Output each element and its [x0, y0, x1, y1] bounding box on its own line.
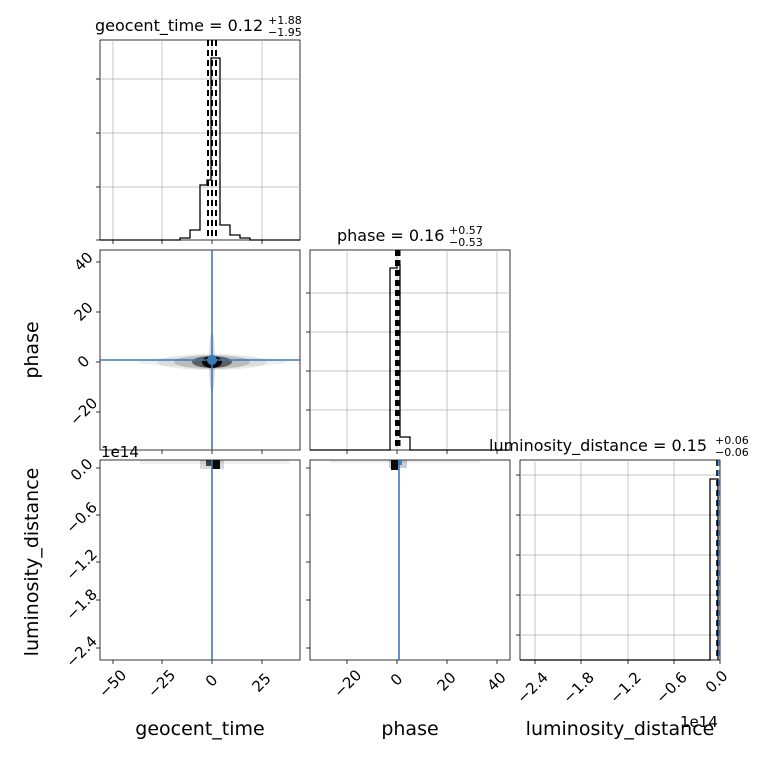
y-offset-text: 1e14	[101, 443, 139, 461]
x-axis-label-geocent-time: geocent_time	[135, 718, 264, 740]
xtick-label: −0.6	[652, 668, 690, 706]
tick-marks	[96, 261, 263, 454]
title-upper-error: +0.57	[449, 224, 483, 237]
ytick-label: 20	[71, 299, 97, 325]
panel-geocent-time-hist: geocent_time = 0.12 +1.88 −1.95	[95, 14, 302, 244]
panel-title: phase = 0.16	[337, 226, 444, 245]
xtick-label: 0.0	[702, 667, 732, 697]
histogram-step	[520, 478, 719, 661]
x-axis-label-luminosity-distance: luminosity_distance	[526, 718, 715, 740]
x-tick-labels: −2.4 −1.8 −1.2 −0.6 0.0	[513, 667, 731, 707]
panel-lumdist-vs-geocent-time: −2.4 −1.8 −1.2 −0.6 0.0 1e14 −50 −25 0 2…	[21, 443, 301, 740]
y-tick-labels: −20 0 20 40	[66, 249, 101, 430]
xtick-label: −2.4	[513, 668, 551, 706]
ytick-label: 0.0	[67, 455, 97, 485]
tick-marks	[306, 292, 498, 454]
xtick-label: −1.2	[606, 668, 644, 706]
panel-frame	[309, 249, 511, 451]
x-tick-labels: −50 −25 0 25	[95, 666, 275, 701]
grid-lines	[520, 460, 720, 660]
xtick-label: 0	[387, 670, 406, 689]
panel-title: luminosity_distance = 0.15	[489, 436, 707, 456]
panel-frame	[99, 39, 301, 241]
x-tick-labels: −20 0 20 40	[330, 666, 510, 701]
y-axis-label-phase: phase	[21, 321, 43, 378]
panel-frame	[99, 249, 301, 451]
ytick-label: 0	[74, 352, 93, 371]
grid-lines	[310, 250, 510, 450]
panel-phase-hist: phase = 0.16 +0.57 −0.53	[306, 224, 511, 454]
ytick-label: −1.8	[62, 585, 100, 623]
panel-frame	[519, 459, 721, 661]
title-lower-error: −1.95	[268, 26, 302, 39]
tick-marks	[96, 78, 263, 244]
xtick-label: −25	[144, 666, 179, 701]
panel-lumdist-vs-phase: −20 0 20 40 phase	[306, 459, 511, 740]
x-offset-text: 1e14	[680, 713, 718, 731]
ytick-label: −2.4	[62, 632, 100, 670]
ytick-label: 40	[71, 249, 97, 275]
xtick-label: −1.8	[559, 668, 597, 706]
xtick-label: 20	[434, 669, 460, 695]
ytick-label: −20	[66, 394, 101, 429]
scatter-cloud	[330, 460, 480, 470]
panel-frame	[99, 459, 301, 661]
xtick-label: −20	[330, 666, 365, 701]
panel-frame	[309, 459, 511, 661]
tick-marks	[96, 467, 263, 664]
xtick-label: 25	[249, 670, 275, 696]
xtick-label: 0	[202, 671, 221, 690]
y-axis-label-luminosity-distance: luminosity_distance	[21, 468, 43, 657]
title-lower-error: −0.06	[715, 446, 749, 459]
title-upper-error: +0.06	[715, 434, 749, 447]
scatter-cloud	[140, 460, 290, 469]
xtick-label: 40	[484, 669, 510, 695]
tick-marks	[516, 474, 721, 664]
tick-marks	[306, 467, 498, 664]
x-axis-label-phase: phase	[381, 718, 438, 740]
xtick-label: −50	[95, 666, 130, 701]
title-upper-error: +1.88	[268, 14, 302, 27]
histogram-step	[100, 57, 300, 241]
title-lower-error: −0.53	[449, 236, 483, 249]
panel-phase-vs-geocent-time: −20 0 20 40 phase	[21, 249, 301, 454]
ytick-label: −0.6	[62, 498, 100, 536]
ytick-label: −1.2	[62, 545, 100, 583]
panel-lumdist-hist: luminosity_distance = 0.15 +0.06 −0.06 −…	[489, 434, 749, 740]
y-tick-labels: −2.4 −1.8 −1.2 −0.6 0.0	[62, 455, 100, 671]
truth-marker	[207, 355, 217, 365]
grid-lines	[100, 40, 300, 240]
title-main: geocent_time = 0.12	[95, 16, 263, 36]
panel-title: geocent_time = 0.12	[95, 16, 263, 36]
